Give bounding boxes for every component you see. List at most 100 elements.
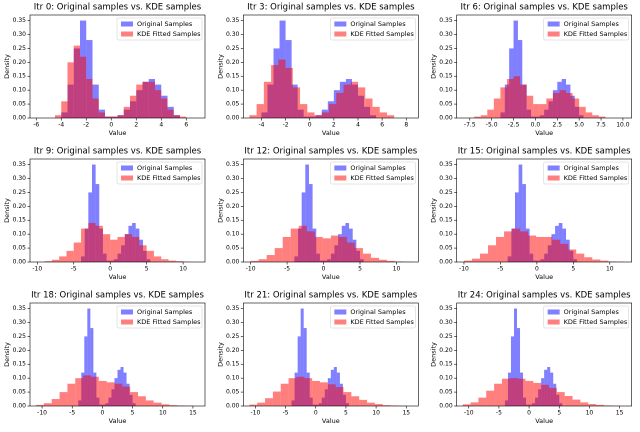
subplot: Itr 0: Original samples vs. KDE samples -… — [3, 3, 206, 137]
histogram-bar — [258, 259, 267, 262]
histogram-bar — [513, 76, 521, 118]
x-tick-label: 0 — [322, 266, 326, 273]
legend-box — [543, 305, 629, 329]
y-tick-label: 0.25 — [13, 333, 27, 340]
y-tick-label: 0.30 — [439, 319, 453, 326]
x-tick-label: 0 — [109, 122, 113, 129]
x-axis-label: Value — [109, 417, 127, 425]
histogram-bar — [500, 87, 507, 118]
legend: Original Samples KDE Fitted Samples — [330, 305, 416, 329]
legend-label: Original Samples — [564, 164, 620, 172]
legend-swatch — [547, 21, 560, 27]
histogram-bar — [67, 62, 74, 118]
legend: Original Samples KDE Fitted Samples — [543, 17, 629, 41]
legend-label: KDE Fitted Samples — [350, 174, 414, 182]
histogram-bar — [386, 260, 395, 262]
x-tick-label: 5 — [557, 410, 561, 417]
x-tick-label: 0 — [100, 410, 104, 417]
histogram-bar — [533, 382, 542, 406]
legend: Original Samples KDE Fitted Samples — [116, 17, 203, 41]
y-tick-label: 0.35 — [226, 161, 240, 168]
histogram-bar — [336, 92, 344, 118]
histogram-bar — [51, 399, 60, 406]
histogram-bar — [95, 225, 103, 262]
y-tick-label: 0.10 — [13, 87, 27, 94]
x-tick-label: -7.5 — [464, 122, 476, 129]
y-tick-label: 0.05 — [226, 389, 240, 396]
legend-box — [543, 161, 629, 185]
histogram-bar — [501, 378, 510, 406]
histogram-bar — [86, 79, 93, 118]
histogram-bar — [525, 380, 534, 406]
histogram-bar — [123, 106, 130, 118]
histogram-bar — [513, 20, 518, 119]
x-tick-label: 2.5 — [553, 122, 563, 129]
histogram-bar — [343, 84, 351, 118]
histogram-bar — [327, 384, 336, 406]
histogram-bar — [132, 236, 140, 262]
histogram-bar — [55, 115, 62, 118]
histogram-bar — [478, 397, 487, 406]
y-tick-label: 0.20 — [226, 203, 240, 210]
x-tick-label: -5 — [497, 266, 503, 273]
histogram-bar — [167, 109, 174, 118]
histogram-bar — [522, 184, 526, 262]
histogram-bar — [321, 112, 330, 118]
y-tick-label: 0.20 — [226, 347, 240, 354]
legend-label: Original Samples — [350, 164, 406, 172]
histogram-bar — [548, 387, 557, 406]
histogram-bar — [378, 259, 387, 262]
histogram-bar — [533, 104, 540, 118]
histogram-bar — [44, 261, 52, 262]
y-tick-label: 0.30 — [226, 319, 240, 326]
y-tick-label: 0.15 — [439, 217, 453, 224]
y-tick-label: 0.25 — [439, 189, 453, 196]
histogram-bar — [300, 308, 304, 406]
y-tick-label: 0.30 — [13, 319, 27, 326]
histogram-bar — [487, 109, 494, 118]
legend-label: Original Samples — [137, 308, 193, 316]
histogram-bar — [558, 223, 563, 262]
histogram-bar — [306, 231, 315, 262]
legend-label: Original Samples — [564, 308, 620, 316]
axes-frame — [243, 158, 419, 263]
histogram-bar — [130, 95, 137, 118]
x-axis-label: Value — [535, 273, 553, 281]
y-axis-label: Density — [430, 342, 438, 367]
histogram-bar — [560, 243, 569, 262]
x-tick-label: -4 — [258, 122, 264, 129]
y-tick-label: 0.35 — [439, 305, 453, 312]
y-tick-label: 0.20 — [226, 59, 240, 66]
histogram-bar — [496, 236, 505, 262]
legend-label: KDE Fitted Samples — [564, 30, 628, 38]
histogram-bar — [266, 255, 275, 262]
subplot-title: Itr 12: Original samples vs. KDE samples — [244, 147, 417, 157]
histogram-bar — [579, 106, 586, 118]
histogram-bar — [350, 81, 358, 118]
y-tick-label: 0.05 — [13, 245, 27, 252]
y-tick-label: 0.30 — [226, 31, 240, 38]
histogram-bar — [169, 405, 178, 406]
histogram-bar — [106, 382, 115, 406]
histogram-bar — [307, 112, 315, 118]
y-tick-label: 0.15 — [439, 73, 453, 80]
histogram-bar — [463, 260, 472, 262]
histogram-bar — [330, 235, 339, 262]
histogram-bar — [304, 378, 313, 406]
legend-label: Original Samples — [350, 308, 406, 316]
x-tick-label: 5 — [358, 266, 362, 273]
histogram-bar — [314, 115, 322, 118]
histogram-bar — [303, 328, 307, 406]
histogram-bar — [386, 115, 395, 118]
subplot: Itr 12: Original samples vs. KDE samples… — [216, 147, 419, 281]
legend-label: Original Samples — [350, 20, 406, 28]
x-tick-label: -5 — [69, 410, 75, 417]
y-tick-label: 0.30 — [439, 31, 453, 38]
histogram-bar — [513, 308, 518, 406]
histogram-bar — [552, 239, 561, 262]
y-tick-label: 0.05 — [439, 389, 453, 396]
histogram-bar — [357, 87, 366, 118]
x-tick-label: 10 — [606, 266, 614, 273]
histogram-bar — [552, 92, 560, 118]
